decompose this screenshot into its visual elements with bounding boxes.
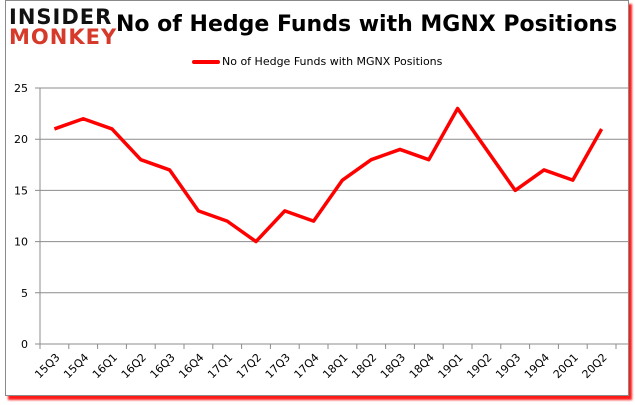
legend-label: No of Hedge Funds with MGNX Positions	[222, 55, 443, 68]
legend: No of Hedge Funds with MGNX Positions	[192, 55, 442, 68]
logo-line2: MONKEY	[9, 25, 118, 49]
y-tick-label: 0	[21, 338, 28, 351]
x-tick-label: 17Q4	[292, 351, 322, 381]
x-tick-label: 18Q3	[378, 351, 408, 381]
x-tick-label: 19Q1	[436, 351, 466, 381]
x-tick-label: 16Q2	[119, 351, 149, 381]
x-tick-label: 19Q2	[464, 351, 494, 381]
insider-monkey-logo: INSIDER MONKEY	[9, 5, 118, 49]
x-tick-label: 17Q3	[263, 351, 293, 381]
x-tick-label: 18Q1	[320, 351, 350, 381]
y-tick-label: 10	[14, 236, 28, 249]
x-tick-label: 15Q3	[32, 351, 62, 381]
x-tick-label: 16Q3	[148, 351, 178, 381]
x-tick-label: 20Q2	[580, 351, 610, 381]
x-tick-label: 15Q4	[61, 351, 91, 381]
y-tick-label: 5	[21, 287, 28, 300]
y-tick-label: 20	[14, 133, 28, 146]
x-tick-label: 18Q2	[349, 351, 379, 381]
series-line	[53, 106, 604, 244]
y-tick-label: 25	[14, 82, 28, 95]
x-tick-label: 18Q4	[407, 351, 437, 381]
x-tick-label: 16Q1	[90, 351, 120, 381]
chart-title: No of Hedge Funds with MGNX Positions	[116, 12, 618, 37]
x-tick-label: 20Q1	[551, 351, 581, 381]
x-tick-label: 16Q4	[176, 351, 206, 381]
x-tick-label: 17Q2	[234, 351, 264, 381]
x-tick-label: 19Q3	[493, 351, 523, 381]
x-tick-label: 17Q1	[205, 351, 235, 381]
logo-line1: INSIDER	[9, 5, 113, 29]
chart-frame	[5, 0, 629, 396]
legend-swatch	[192, 59, 220, 64]
x-tick-label: 19Q4	[522, 351, 552, 381]
y-tick-label: 15	[14, 184, 28, 197]
